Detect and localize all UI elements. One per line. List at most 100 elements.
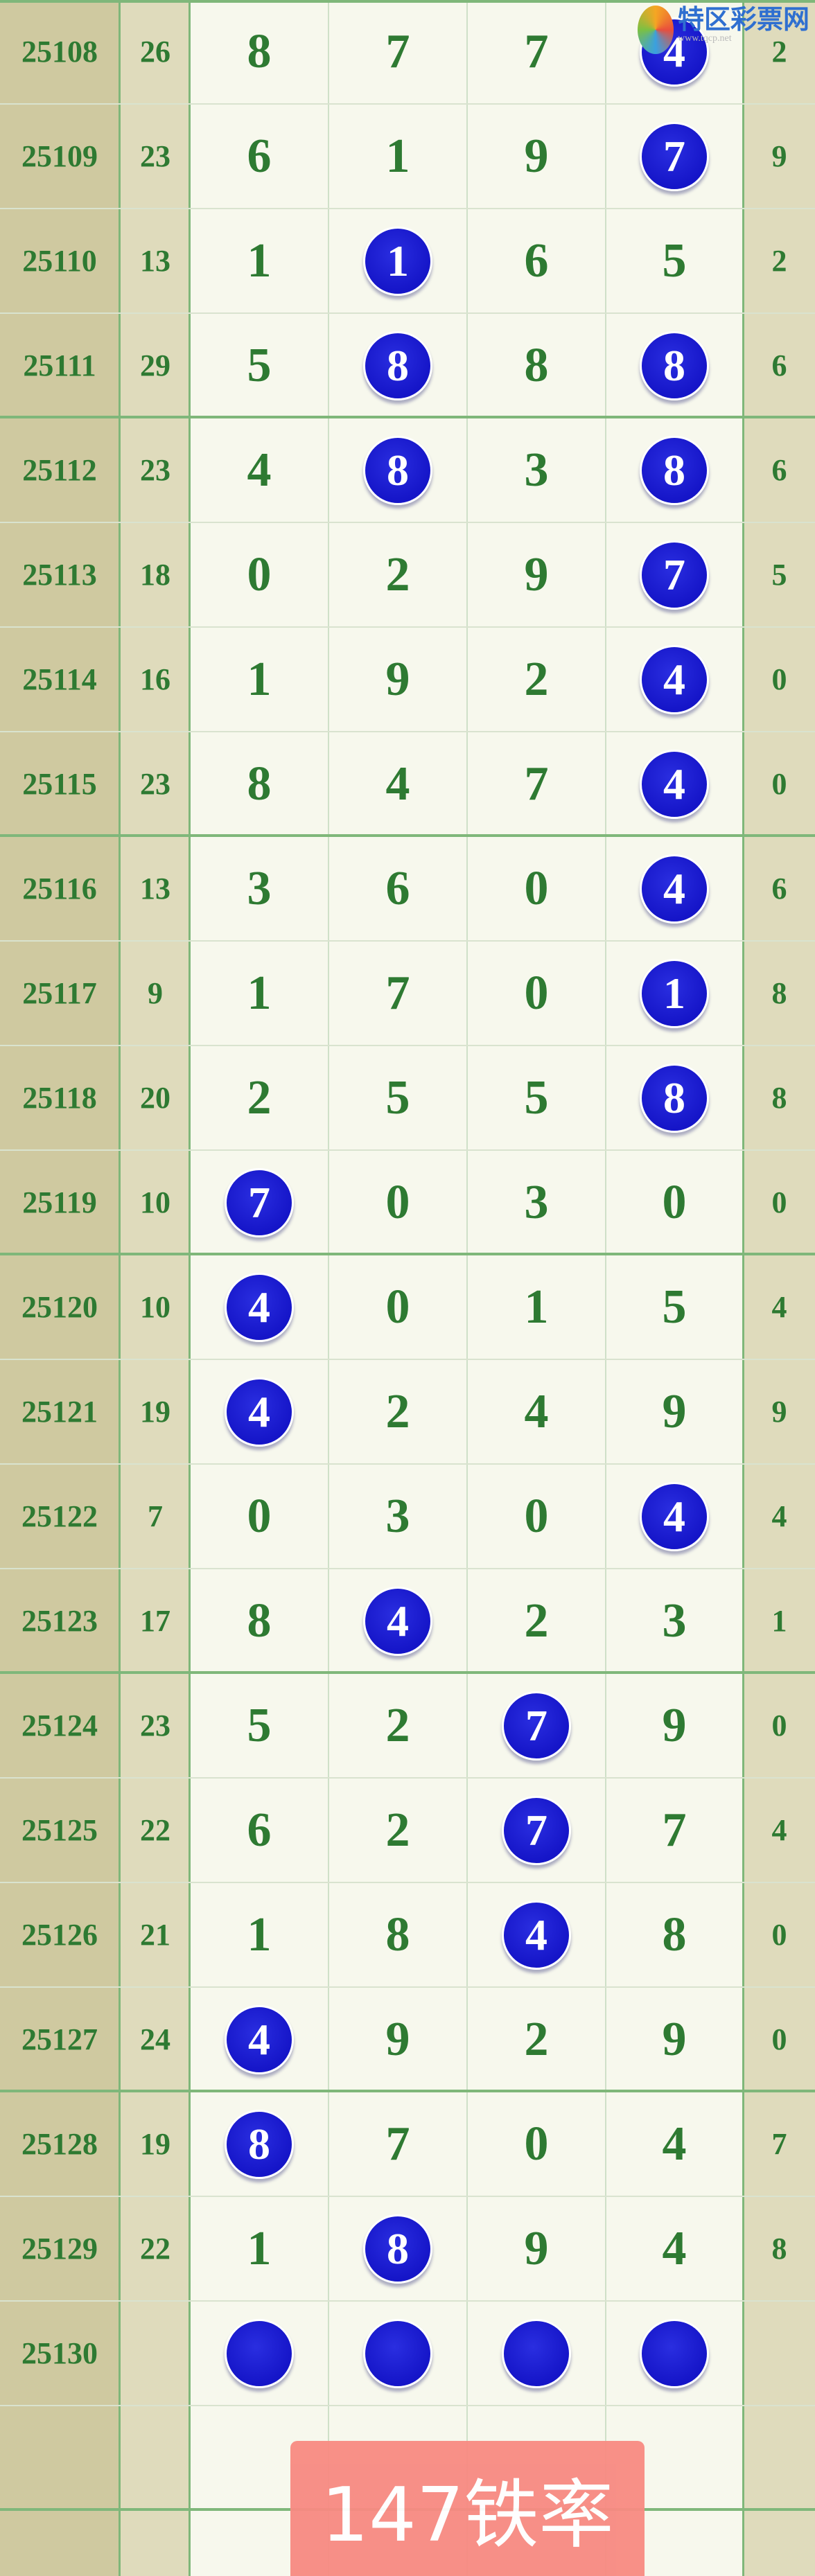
sum-value: 21 — [140, 1918, 170, 1952]
tail-value: 9 — [771, 139, 787, 173]
sum-value: 26 — [140, 35, 170, 69]
digit-cell: 4 — [606, 1465, 742, 1568]
highlight-ball: 1 — [363, 226, 432, 296]
watermark-logo: 特区彩票网 www.tqcp.net — [637, 6, 809, 54]
issue-number: 25126 — [21, 1918, 98, 1952]
digit-cell: 0 — [662, 1175, 687, 1229]
highlight-ball: 7 — [640, 121, 709, 191]
digit-cell: 5 — [247, 1698, 272, 1752]
sum-value: 19 — [140, 2127, 170, 2161]
tail-value: 0 — [771, 1709, 787, 1743]
digit-cell: 1 — [329, 209, 466, 312]
highlight-ball: 7 — [640, 540, 709, 610]
digit-cell: 7 — [191, 1151, 328, 1254]
tail-value: 2 — [771, 35, 787, 69]
digit-cell — [468, 2302, 605, 2405]
highlight-ball: 4 — [363, 1586, 432, 1656]
sum-value: 16 — [140, 662, 170, 696]
digit-cell — [606, 2302, 742, 2405]
highlight-ball — [225, 2318, 294, 2388]
highlight-ball: 7 — [225, 1167, 294, 1237]
sum-value: 20 — [140, 1081, 170, 1115]
tail-value: 7 — [771, 2127, 787, 2161]
highlight-ball: 7 — [502, 1795, 571, 1865]
digit-cell: 9 — [662, 1698, 687, 1752]
table-row: 25124 23 5 2 7 9 0 — [0, 1674, 815, 1779]
issue-number: 25127 — [21, 2022, 98, 2056]
highlight-ball: 7 — [502, 1691, 571, 1761]
digit-cell: 7 — [385, 2117, 410, 2171]
digit-cell: 3 — [662, 1594, 687, 1648]
digit-cell: 4 — [468, 1883, 605, 1986]
logo-icon — [637, 6, 674, 54]
digit-cell: 2 — [524, 652, 549, 706]
issue-number: 25109 — [21, 139, 98, 173]
issue-number: 25120 — [21, 1290, 98, 1324]
digit-cell: 2 — [385, 547, 410, 601]
issue-number: 25110 — [22, 244, 97, 278]
digit-cell: 4 — [191, 1360, 328, 1463]
tail-value: 8 — [771, 2232, 787, 2266]
highlight-ball: 4 — [225, 2004, 294, 2074]
digit-cell: 7 — [606, 105, 742, 208]
digit-cell: 5 — [385, 1070, 410, 1124]
sum-value: 10 — [140, 1290, 170, 1324]
sum-value: 7 — [148, 1499, 163, 1533]
issue-number: 25118 — [22, 1081, 97, 1115]
digit-cell: 2 — [524, 1594, 549, 1648]
divider — [742, 0, 744, 2576]
digit-cell: 1 — [247, 233, 272, 288]
digit-cell: 7 — [606, 523, 742, 626]
highlight-ball: 8 — [640, 435, 709, 505]
divider — [328, 0, 329, 2576]
digit-cell: 8 — [524, 338, 549, 392]
digit-cell: 4 — [191, 1255, 328, 1359]
highlight-ball: 4 — [640, 749, 709, 819]
issue-number: 25121 — [21, 1395, 98, 1429]
tail-value: 6 — [771, 349, 787, 382]
issue-number: 25114 — [22, 662, 97, 696]
table-row: 25121 19 4 2 4 9 9 — [0, 1360, 815, 1465]
issue-number: 25130 — [21, 2336, 98, 2370]
highlight-ball — [640, 2318, 709, 2388]
digit-cell: 3 — [385, 1489, 410, 1543]
table-row: 25129 22 1 8 9 4 8 — [0, 2197, 815, 2302]
digit-cell: 7 — [468, 1674, 605, 1777]
table-row: 25123 17 8 4 2 3 1 — [0, 1569, 815, 1674]
digit-cell: 4 — [247, 443, 272, 497]
sum-value: 19 — [140, 1395, 170, 1429]
digit-cell: 2 — [385, 1384, 410, 1438]
tail-value: 9 — [771, 1395, 787, 1429]
digit-cell: 1 — [606, 942, 742, 1045]
sum-value: 23 — [140, 767, 170, 801]
digit-cell: 8 — [191, 2092, 328, 2196]
digit-cell: 4 — [662, 2117, 687, 2171]
digit-cell: 9 — [524, 129, 549, 183]
sum-value: 9 — [148, 976, 163, 1010]
sum-value — [121, 2302, 190, 2405]
digit-cell: 8 — [247, 757, 272, 811]
digit-cell: 0 — [247, 1489, 272, 1543]
highlight-ball: 8 — [363, 2214, 432, 2284]
top-border — [0, 0, 815, 3]
issue-number: 25111 — [23, 349, 96, 382]
highlight-ball: 4 — [225, 1272, 294, 1342]
issue-number — [0, 2406, 119, 2509]
sum-value: 23 — [140, 139, 170, 173]
highlight-ball: 8 — [363, 435, 432, 505]
divider — [119, 0, 121, 2576]
sum-value: 13 — [140, 872, 170, 906]
table-row: 25114 16 1 9 2 4 0 — [0, 628, 815, 732]
digit-cell: 0 — [247, 547, 272, 601]
highlight-ball: 8 — [363, 330, 432, 400]
issue-number: 25115 — [22, 767, 97, 801]
digit-cell: 7 — [662, 1803, 687, 1857]
digit-cell: 4 — [524, 1384, 549, 1438]
digit-cell: 1 — [247, 1907, 272, 1961]
digit-cell: 8 — [606, 418, 742, 522]
digit-cell: 4 — [606, 628, 742, 731]
issue-number: 25116 — [22, 872, 97, 906]
sum-value: 24 — [140, 2022, 170, 2056]
digit-cell: 4 — [329, 1569, 466, 1673]
digit-cell: 5 — [524, 1070, 549, 1124]
